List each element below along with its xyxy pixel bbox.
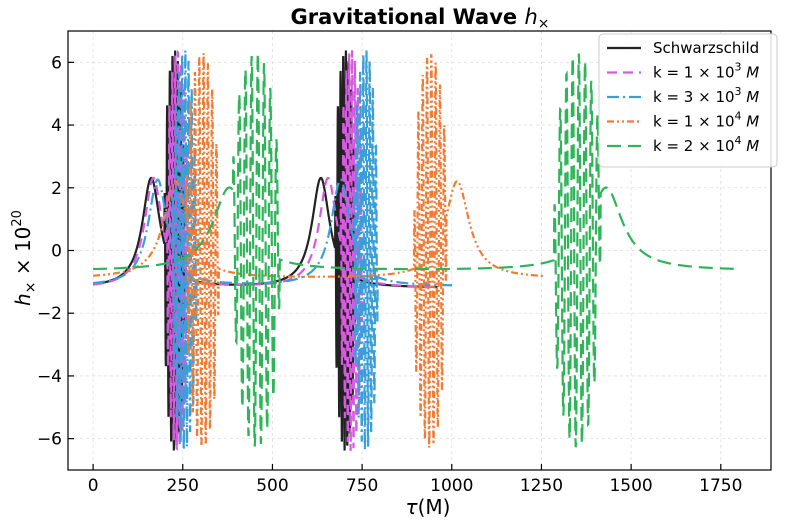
legend-entry: k = 1 × 103 M [653,61,759,82]
legend-entry: k = 1 × 104 M [653,110,759,131]
y-tick-label: 6 [51,53,62,73]
series-line [93,53,737,448]
y-tick-label: −4 [37,367,62,387]
series-layer [92,49,737,451]
x-axis-label: τ(M) [406,495,451,519]
legend-entry: k = 3 × 103 M [653,85,759,106]
series-line [92,49,438,451]
legend-entry: Schwarzschild [653,39,759,57]
x-tick-label: 1500 [609,476,652,496]
x-tick-label: 750 [346,476,378,496]
x-tick-label: 500 [256,476,288,496]
legend-entry: k = 2 × 104 M [653,134,759,155]
y-tick-label: −2 [37,304,62,324]
y-axis-label: h× × 1020 [10,210,39,306]
y-tick-label: −6 [37,430,62,450]
series-line [92,53,544,448]
x-tick-label: 1000 [430,476,473,496]
y-tick-label: 4 [51,116,62,136]
x-tick-label: 250 [167,476,199,496]
legend-box [598,33,778,168]
y-tick-label: 0 [51,242,62,262]
chart-title: Gravitational Wave h× [290,5,549,32]
x-tick-label: 1250 [520,476,563,496]
legend: Schwarzschild k = 1 × 103 M k = 3 × 103 M k… [598,33,778,168]
y-tick-label: 2 [51,179,62,199]
x-tick-label: 0 [88,476,99,496]
axis-ticks: 0 250 500 750 1000 1250 1500 1750 −6 −4 −2 0 2 4 6 [37,53,742,496]
x-tick-label: 1750 [699,476,742,496]
